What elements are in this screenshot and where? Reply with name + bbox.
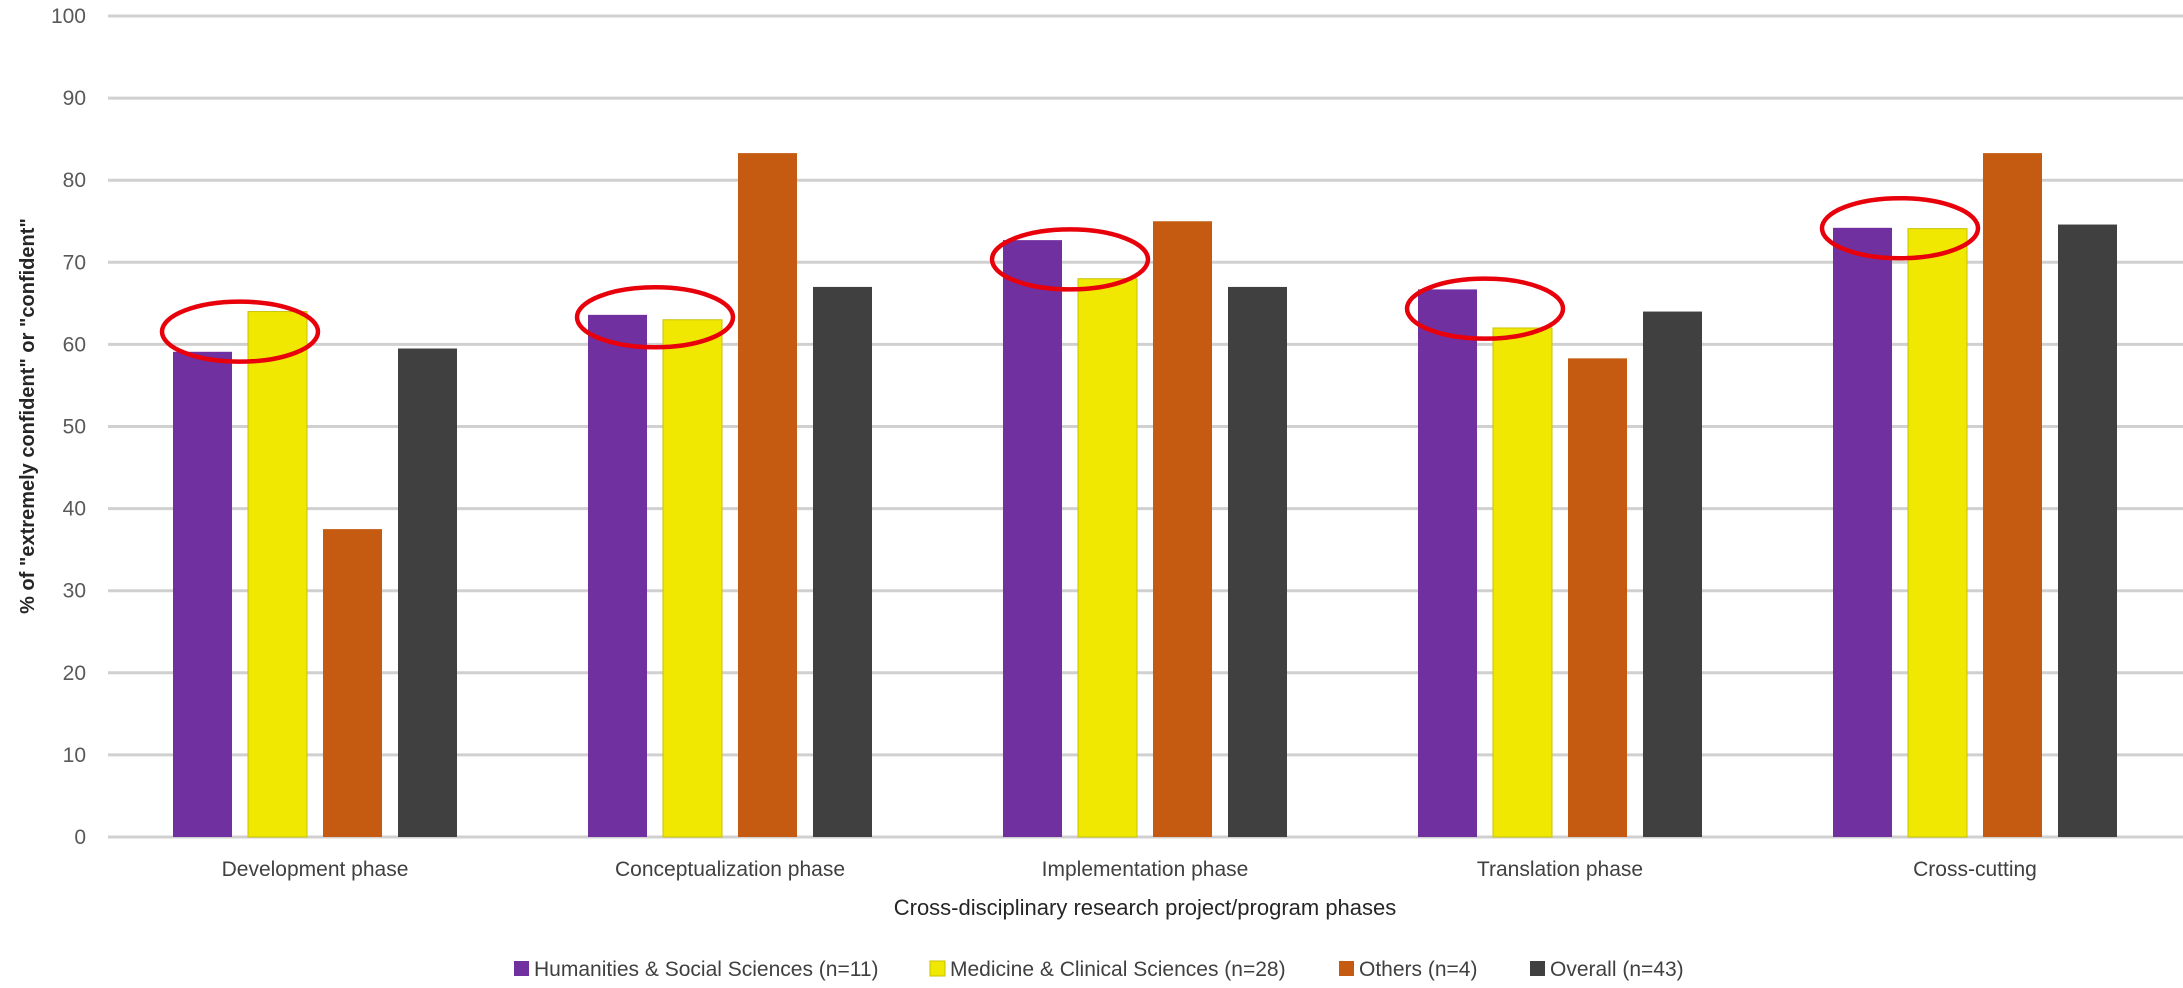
legend-swatch <box>1339 961 1354 976</box>
legend-label: Medicine & Clinical Sciences (n=28) <box>950 958 1286 981</box>
bar <box>173 351 232 837</box>
legend: Humanities & Social Sciences (n=11) Medic… <box>514 958 1684 981</box>
legend-swatch <box>929 960 946 977</box>
highlight-ellipse <box>1819 195 1981 261</box>
y-tick-label: 90 <box>63 87 86 110</box>
y-tick-label: 0 <box>74 826 86 849</box>
bar <box>247 311 308 838</box>
highlight-ellipses <box>159 195 1981 364</box>
highlight-ellipse <box>1404 276 1566 341</box>
y-tick-label: 50 <box>63 416 86 439</box>
bar <box>1003 240 1062 837</box>
y-tick-label: 80 <box>63 169 86 192</box>
legend-swatch <box>1530 961 1545 976</box>
y-axis-title: % of "extremely confident" or "confident… <box>17 218 39 614</box>
bar <box>813 286 872 837</box>
bars <box>173 153 2117 838</box>
y-tick-labels: 0 10 20 30 40 50 60 70 80 90 100 <box>51 5 86 849</box>
bar <box>588 314 647 837</box>
bar <box>1077 278 1138 838</box>
bar <box>1418 289 1477 837</box>
y-tick-label: 100 <box>51 5 86 28</box>
y-tick-label: 20 <box>63 662 86 685</box>
bar <box>738 153 797 837</box>
highlight-ellipse <box>574 285 736 350</box>
bar <box>662 319 723 838</box>
legend-swatch <box>514 961 529 976</box>
x-axis-title: Cross-disciplinary research project/prog… <box>894 895 1397 920</box>
bar <box>323 529 382 837</box>
y-tick-label: 30 <box>63 580 86 603</box>
y-tick-label: 70 <box>63 251 86 274</box>
bar <box>1492 327 1553 838</box>
x-category-label: Implementation phase <box>1042 858 1249 881</box>
y-tick-label: 40 <box>63 498 86 521</box>
bar <box>1643 311 1702 837</box>
legend-label: Overall (n=43) <box>1550 958 1684 981</box>
bar <box>1907 228 1968 838</box>
bar <box>1153 221 1212 837</box>
highlight-ellipse <box>159 299 321 364</box>
highlight-ellipse <box>989 227 1151 292</box>
bar <box>1833 227 1892 837</box>
y-tick-label: 60 <box>63 333 86 356</box>
x-category-label: Conceptualization phase <box>615 858 845 881</box>
x-category-label: Development phase <box>222 858 409 881</box>
legend-label: Humanities & Social Sciences (n=11) <box>534 958 879 981</box>
y-tick-label: 10 <box>63 744 86 767</box>
x-category-label: Cross-cutting <box>1913 858 2037 881</box>
bar <box>2058 224 2117 837</box>
bar <box>1983 153 2042 837</box>
legend-label: Others (n=4) <box>1359 958 1477 981</box>
x-category-labels: Development phase Conceptualization phase… <box>222 858 2037 881</box>
bar <box>1228 286 1287 837</box>
bar <box>1568 358 1627 837</box>
x-category-label: Translation phase <box>1477 858 1643 881</box>
bar <box>398 348 457 837</box>
